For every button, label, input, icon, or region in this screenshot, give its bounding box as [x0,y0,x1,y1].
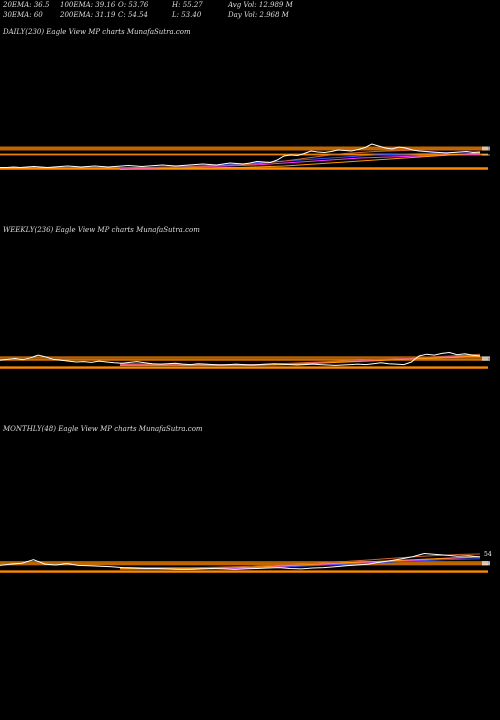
daily-ema-3 [119,149,480,169]
weekly-price-line [0,351,481,366]
monthly-ema-2 [120,556,481,569]
header-row1-cell-0: 20EMA: 36.5 [3,1,50,9]
monthly-price-line [0,552,481,570]
weekly-panel-title: WEEKLY(236) Eagle View MP charts MunafaS… [3,226,200,234]
weekly-ema-2 [120,355,481,366]
monthly-ema-3 [120,553,481,569]
daily-price-line [0,143,481,169]
monthly-right-label: 54 [484,551,492,558]
header-row2-cell-2: C: 54.54 [118,11,148,19]
daily-panel-title: DAILY(230) Eagle View MP charts MunafaSu… [3,28,191,36]
header-row2-cell-0: 30EMA: 60 [3,11,43,19]
header-row2-cell-1: 200EMA: 31.19 [60,11,116,19]
header-row1-cell-3: H: 55.27 [172,1,203,9]
header-row2-cell-4: Day Vol: 2.968 M [228,11,289,19]
header-row1-cell-2: O: 53.76 [118,1,149,9]
header-row1-cell-1: 100EMA: 39.16 [60,1,116,9]
header-row2-cell-3: L: 53.40 [172,11,202,19]
daily-ema-2 [119,152,481,170]
weekly-ema-3 [120,353,481,366]
header-row1-cell-4: Avg Vol: 12.989 M [228,1,293,9]
monthly-panel-title: MONTHLY(48) Eagle View MP charts MunafaS… [3,425,203,433]
